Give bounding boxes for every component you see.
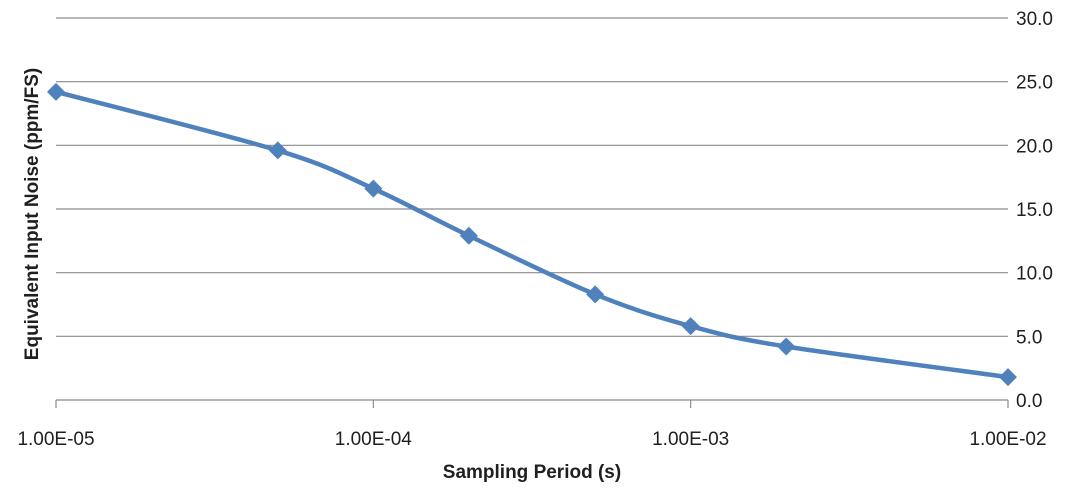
y-tick-label: 25.0 [1016,73,1053,94]
data-point-marker [364,179,383,198]
data-point-marker [268,141,287,160]
y-tick-label: 0.0 [1016,391,1042,412]
x-axis-title: Sampling Period (s) [443,462,621,483]
y-tick-label: 30.0 [1016,9,1053,30]
x-tick-label: 1.00E-03 [652,429,729,450]
gridlines [56,17,1008,337]
data-point-marker [47,82,65,101]
y-tick-label: 15.0 [1016,200,1053,221]
series-line [53,89,1011,380]
y-tick-label: 5.0 [1016,327,1042,348]
x-tick-label: 1.00E-02 [969,429,1046,450]
data-point-marker [459,226,478,245]
y-axis-title: Equivalent Input Noise (ppm/FS) [22,68,43,360]
data-point-marker [586,285,605,304]
y-tick-label: 20.0 [1016,136,1053,157]
data-point-marker [777,337,796,356]
axes [55,399,1009,408]
data-series [47,82,1017,387]
data-point-marker [999,368,1017,387]
x-tick-label: 1.00E-04 [335,429,413,450]
x-tick-label: 1.00E-05 [17,429,94,450]
tick-labels: 0.0 5.0 10.0 15.0 20.0 25.0 30.0 1.00E-05 1.00E-… [17,9,1053,450]
data-point-marker [681,317,700,336]
y-tick-label: 10.0 [1016,264,1053,285]
